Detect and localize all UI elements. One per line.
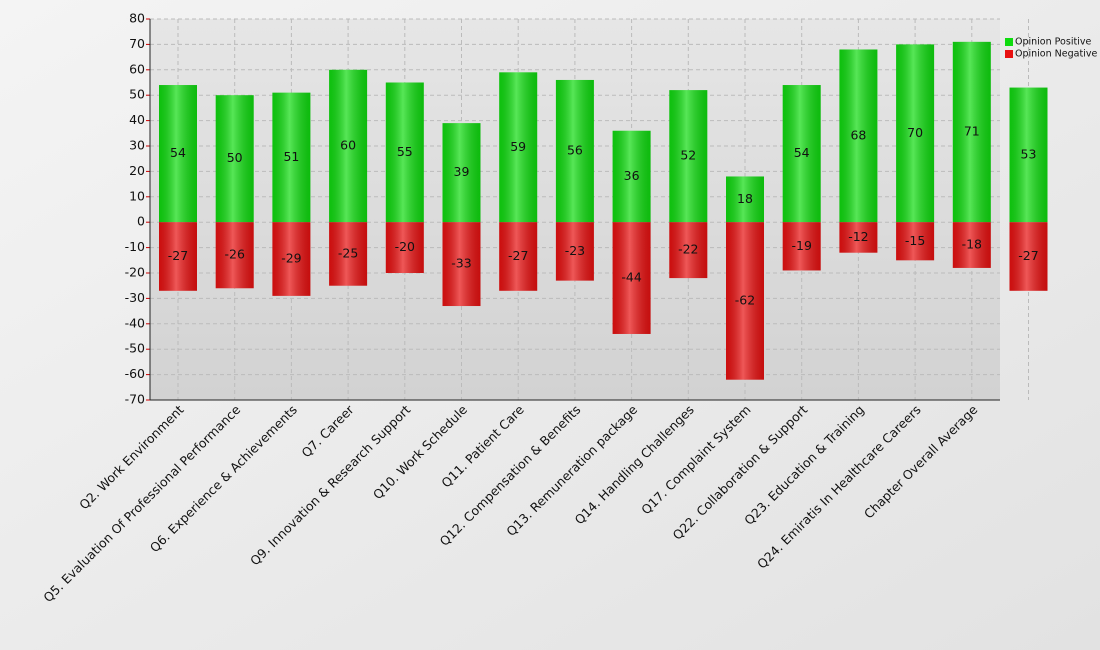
data-label: -19 xyxy=(791,238,811,253)
bar-shine xyxy=(215,95,254,223)
data-label: -33 xyxy=(451,256,471,271)
data-label: 39 xyxy=(454,164,470,179)
bar-shine xyxy=(952,222,991,268)
bar-shine xyxy=(272,222,311,296)
data-label: 54 xyxy=(170,145,186,160)
y-tick-label: 30 xyxy=(129,138,145,153)
bar-shine xyxy=(669,222,708,279)
data-label: -18 xyxy=(962,237,982,252)
legend-label: Opinion Negative xyxy=(1015,49,1097,60)
bar-shine xyxy=(329,222,368,286)
data-label: -23 xyxy=(565,243,585,258)
bar-shine xyxy=(442,222,481,307)
bar-shine xyxy=(555,79,594,223)
y-tick-label: 0 xyxy=(137,214,145,229)
data-label: -15 xyxy=(905,233,925,248)
data-label: 55 xyxy=(397,144,413,159)
bar-shine xyxy=(952,41,991,223)
data-label: -44 xyxy=(621,270,641,285)
data-label: -20 xyxy=(395,239,415,254)
y-tick-label: 50 xyxy=(129,87,145,102)
data-label: 51 xyxy=(283,149,299,164)
bar-shine xyxy=(1009,222,1048,291)
bar-shine xyxy=(839,49,878,223)
bar-shine xyxy=(499,222,538,291)
data-label: 54 xyxy=(794,145,810,160)
bar-shine xyxy=(555,222,594,281)
y-tick-label: 80 xyxy=(129,11,145,26)
bar-shine xyxy=(839,222,878,253)
data-label: -62 xyxy=(735,292,755,307)
bar-shine xyxy=(782,85,821,223)
legend-label: Opinion Positive xyxy=(1015,37,1091,48)
data-label: 68 xyxy=(850,127,866,142)
data-label: -27 xyxy=(168,248,188,263)
bar-shine xyxy=(726,222,764,380)
data-label: -26 xyxy=(224,247,244,262)
bar-shine xyxy=(612,130,651,223)
bar-shine xyxy=(385,222,424,273)
bar-shine xyxy=(896,222,935,261)
data-label: 70 xyxy=(907,125,923,140)
y-tick-label: -20 xyxy=(125,265,145,280)
bar-shine xyxy=(782,222,821,271)
bar-shine xyxy=(726,176,764,223)
bar-shine xyxy=(215,222,254,289)
data-label: 71 xyxy=(964,124,980,139)
bar-shine xyxy=(272,92,311,223)
legend-swatch xyxy=(1005,50,1013,58)
y-tick-label: -50 xyxy=(125,341,145,356)
y-tick-label: 10 xyxy=(129,188,145,203)
data-label: -27 xyxy=(508,248,528,263)
data-label: 36 xyxy=(624,168,640,183)
bar-shine xyxy=(329,69,368,223)
y-tick-label: -30 xyxy=(125,290,145,305)
bar-shine xyxy=(1009,87,1048,223)
y-tick-label: -40 xyxy=(125,315,145,330)
bar-shine xyxy=(159,85,197,223)
data-label: 59 xyxy=(510,139,526,154)
y-tick-label: -70 xyxy=(125,392,145,407)
data-label: -27 xyxy=(1018,248,1038,263)
data-label: 50 xyxy=(227,150,243,165)
data-label: -29 xyxy=(281,251,301,266)
data-label: 53 xyxy=(1021,146,1037,161)
bar-shine xyxy=(896,44,935,223)
legend-swatch xyxy=(1005,38,1013,46)
y-tick-label: 60 xyxy=(129,61,145,76)
bar-shine xyxy=(385,82,424,223)
data-label: 60 xyxy=(340,138,356,153)
bar-shine xyxy=(159,222,197,291)
bar-shine xyxy=(669,90,708,223)
data-label: 56 xyxy=(567,143,583,158)
y-tick-label: 70 xyxy=(129,36,145,51)
y-tick-label: 40 xyxy=(129,112,145,127)
data-label: 18 xyxy=(737,191,753,206)
y-tick-label: -60 xyxy=(125,366,145,381)
y-tick-label: -10 xyxy=(125,239,145,254)
bar-shine xyxy=(499,72,538,223)
data-label: -12 xyxy=(848,229,868,244)
bar-shine xyxy=(612,222,651,334)
data-label: -22 xyxy=(678,242,698,257)
data-label: -25 xyxy=(338,245,358,260)
y-tick-label: 20 xyxy=(129,163,145,178)
bar-shine xyxy=(442,123,481,223)
data-label: 52 xyxy=(680,148,696,163)
